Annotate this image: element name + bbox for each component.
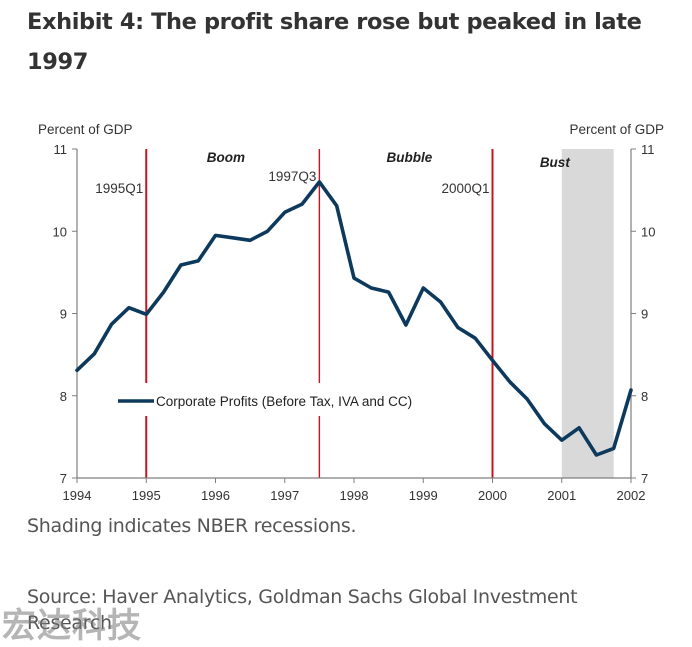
x-tick-label: 1996: [201, 488, 230, 503]
y-tick-label-right: 9: [641, 307, 648, 322]
x-tick-label: 1997: [270, 488, 299, 503]
x-tick-label: 2001: [547, 488, 576, 503]
series-layer: [77, 182, 631, 455]
y-axis-title-left: Percent of GDP: [38, 122, 133, 137]
x-tick-label: 1998: [340, 488, 369, 503]
legend: Corporate Profits (Before Tax, IVA and C…: [118, 394, 412, 409]
recession-shading-layer: [562, 149, 614, 478]
y-tick-label-left: 7: [60, 471, 67, 486]
y-tick-label-left: 8: [60, 389, 67, 404]
phase-labels-layer: Boom Bubble Bust: [207, 150, 571, 170]
phase-label: Bust: [540, 155, 571, 170]
marker-label: 1997Q3: [268, 169, 316, 184]
y-tick-label-left: 9: [60, 307, 67, 322]
recession-band: [562, 149, 614, 478]
legend-label: Corporate Profits (Before Tax, IVA and C…: [156, 394, 412, 409]
x-tick-label: 1995: [132, 488, 161, 503]
phase-label: Boom: [207, 150, 245, 165]
y-tick-label-left: 10: [53, 224, 67, 239]
chart-note: Shading indicates NBER recessions.: [27, 515, 356, 537]
marker-label: 1995Q1: [95, 181, 143, 196]
x-tick-label: 2000: [478, 488, 507, 503]
marker-label: 2000Q1: [441, 181, 489, 196]
y-tick-label-right: 10: [641, 224, 655, 239]
y-tick-label-right: 8: [641, 389, 648, 404]
phase-label: Bubble: [387, 150, 433, 165]
x-tick-label: 2002: [617, 488, 646, 503]
x-tick-label: 1994: [63, 488, 92, 503]
y-tick-label-left: 11: [54, 142, 68, 157]
y-tick-label-right: 11: [641, 142, 655, 157]
y-axis-title-right: Percent of GDP: [569, 122, 664, 137]
series-line: [77, 182, 631, 455]
y-tick-label-right: 7: [641, 471, 648, 486]
x-tick-label: 1999: [409, 488, 438, 503]
vertical-markers-layer: 1995Q1 1997Q3 2000Q1: [95, 149, 492, 478]
